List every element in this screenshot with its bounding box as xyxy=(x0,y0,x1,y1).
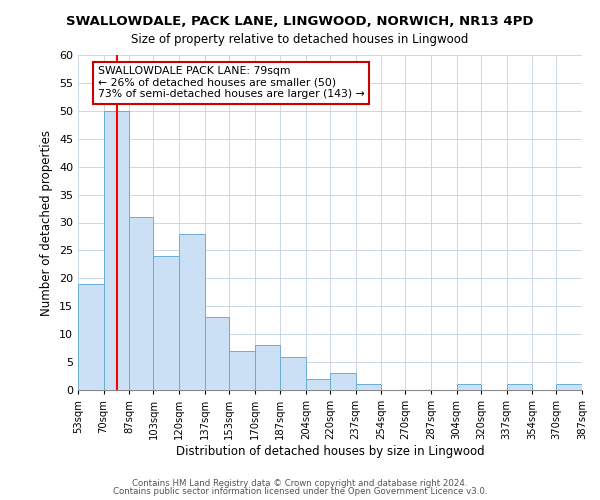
Text: Contains HM Land Registry data © Crown copyright and database right 2024.: Contains HM Land Registry data © Crown c… xyxy=(132,478,468,488)
Bar xyxy=(130,217,154,390)
Y-axis label: Number of detached properties: Number of detached properties xyxy=(40,130,53,316)
Bar xyxy=(205,318,229,390)
Bar xyxy=(254,346,280,390)
Bar xyxy=(306,379,330,390)
Bar xyxy=(179,234,205,390)
X-axis label: Distribution of detached houses by size in Lingwood: Distribution of detached houses by size … xyxy=(176,445,484,458)
Bar xyxy=(556,384,582,390)
Bar xyxy=(104,111,130,390)
Bar xyxy=(154,256,179,390)
Text: SWALLOWDALE, PACK LANE, LINGWOOD, NORWICH, NR13 4PD: SWALLOWDALE, PACK LANE, LINGWOOD, NORWIC… xyxy=(66,15,534,28)
Bar xyxy=(457,384,481,390)
Text: Contains public sector information licensed under the Open Government Licence v3: Contains public sector information licen… xyxy=(113,487,487,496)
Bar xyxy=(229,351,254,390)
Bar xyxy=(330,373,356,390)
Bar xyxy=(280,356,306,390)
Bar xyxy=(356,384,382,390)
Text: SWALLOWDALE PACK LANE: 79sqm
← 26% of detached houses are smaller (50)
73% of se: SWALLOWDALE PACK LANE: 79sqm ← 26% of de… xyxy=(98,66,364,100)
Bar xyxy=(506,384,532,390)
Text: Size of property relative to detached houses in Lingwood: Size of property relative to detached ho… xyxy=(131,32,469,46)
Bar xyxy=(78,284,104,390)
